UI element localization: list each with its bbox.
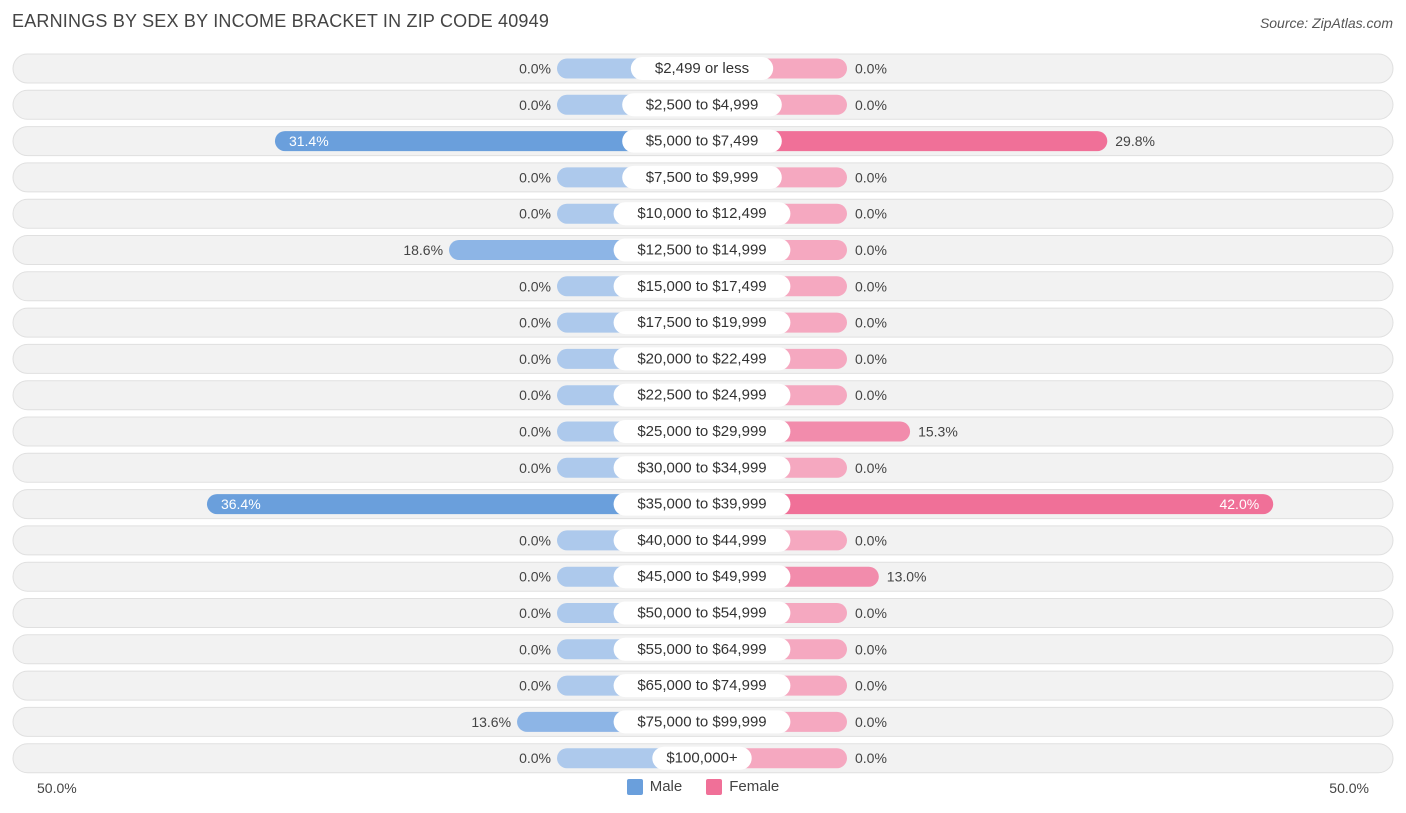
bar-female (702, 131, 1108, 152)
category-label: $10,000 to $12,499 (637, 205, 766, 222)
category-pill (613, 528, 791, 552)
category-label: $55,000 to $64,999 (637, 641, 766, 658)
category-label: $17,500 to $19,999 (637, 314, 766, 331)
category-label: $7,500 to $9,999 (646, 169, 759, 186)
category-pill (613, 311, 791, 335)
category-label: $20,000 to $22,499 (637, 350, 766, 367)
legend-swatch-male (626, 778, 643, 795)
legend-item-female[interactable]: Female (706, 778, 779, 795)
value-label-male: 36.4% (221, 496, 261, 512)
category-pill (613, 456, 791, 480)
value-label-male: 0.0% (519, 532, 551, 548)
category-label: $25,000 to $29,999 (637, 423, 766, 440)
category-pill (613, 565, 791, 589)
legend-label-female: Female (729, 778, 780, 795)
value-label-female: 0.0% (855, 678, 887, 694)
legend-swatch-female (706, 778, 723, 795)
value-label-female: 0.0% (855, 97, 887, 113)
value-label-male: 0.0% (519, 351, 551, 367)
bar-female (702, 494, 1274, 515)
category-pill (613, 420, 791, 443)
category-label: $30,000 to $34,999 (637, 459, 766, 476)
value-label-female: 0.0% (855, 278, 887, 294)
category-pill (613, 637, 791, 661)
category-pill (622, 129, 782, 153)
category-pill (613, 202, 791, 226)
value-label-female: 0.0% (855, 387, 887, 403)
value-label-male: 0.0% (519, 387, 551, 403)
axis-label-right: 50.0% (1329, 780, 1369, 796)
value-label-female: 0.0% (855, 750, 887, 766)
value-label-male: 0.0% (519, 569, 551, 585)
category-label: $45,000 to $49,999 (637, 568, 766, 585)
axis-label-left: 50.0% (37, 780, 77, 796)
value-label-female: 0.0% (855, 641, 887, 657)
value-label-male: 13.6% (471, 714, 511, 730)
value-label-female: 0.0% (855, 532, 887, 548)
value-label-female: 0.0% (855, 714, 887, 730)
value-label-male: 31.4% (289, 133, 329, 149)
category-pill (613, 383, 791, 407)
legend-label-male: Male (649, 778, 683, 795)
value-label-female: 0.0% (855, 315, 887, 331)
value-label-male: 18.6% (403, 242, 443, 258)
value-label-female: 0.0% (855, 351, 887, 367)
value-label-female: 29.8% (1115, 133, 1155, 149)
legend-item-male[interactable]: Male (626, 778, 683, 795)
value-label-male: 0.0% (519, 678, 551, 694)
category-pill (613, 601, 791, 625)
chart-title: EARNINGS BY SEX BY INCOME BRACKET IN ZIP… (12, 11, 550, 31)
category-label: $2,500 to $4,999 (646, 96, 759, 113)
category-pill (613, 274, 791, 298)
value-label-male: 0.0% (519, 61, 551, 77)
value-label-male: 0.0% (519, 424, 551, 440)
value-label-male: 0.0% (519, 460, 551, 476)
value-label-male: 0.0% (519, 315, 551, 331)
category-label: $40,000 to $44,999 (637, 532, 766, 549)
value-label-female: 0.0% (855, 206, 887, 222)
value-label-female: 0.0% (855, 460, 887, 476)
category-pill (613, 492, 791, 516)
value-label-female: 42.0% (1219, 496, 1259, 512)
value-label-male: 0.0% (519, 97, 551, 113)
value-label-male: 0.0% (519, 750, 551, 766)
category-label: $2,499 or less (655, 60, 749, 77)
value-label-female: 15.3% (918, 424, 958, 440)
legend: Male Female (0, 778, 1406, 795)
category-label: $50,000 to $54,999 (637, 605, 766, 622)
value-label-male: 0.0% (519, 278, 551, 294)
category-label: $5,000 to $7,499 (646, 133, 759, 150)
category-pill (652, 746, 752, 770)
category-pill (613, 238, 791, 262)
category-label: $75,000 to $99,999 (637, 713, 766, 730)
value-label-female: 13.0% (887, 569, 927, 585)
category-label: $100,000+ (666, 750, 738, 767)
bar-male (274, 131, 702, 152)
bar-male (206, 494, 702, 515)
value-label-female: 0.0% (855, 242, 887, 258)
category-label: $35,000 to $39,999 (637, 496, 766, 513)
category-label: $22,500 to $24,999 (637, 387, 766, 404)
chart-canvas: 0.0% 0.0% $2,499 or less 0.0% 0.0% $2,500 to … (12, 53, 1394, 774)
category-label: $15,000 to $17,499 (637, 278, 766, 295)
source-note: Source: ZipAtlas.com (1259, 15, 1393, 31)
category-pill (622, 165, 782, 189)
category-pill (613, 674, 791, 698)
value-label-female: 0.0% (855, 605, 887, 621)
value-label-female: 0.0% (855, 169, 887, 185)
value-label-male: 0.0% (519, 169, 551, 185)
value-label-male: 0.0% (519, 641, 551, 657)
category-pill (622, 93, 782, 117)
category-label: $65,000 to $74,999 (637, 677, 766, 694)
category-pill (630, 57, 774, 80)
category-pill (613, 347, 791, 371)
value-label-female: 0.0% (855, 61, 887, 77)
value-label-male: 0.0% (519, 605, 551, 621)
value-label-male: 0.0% (519, 206, 551, 222)
category-pill (613, 710, 791, 734)
category-label: $12,500 to $14,999 (637, 242, 766, 259)
